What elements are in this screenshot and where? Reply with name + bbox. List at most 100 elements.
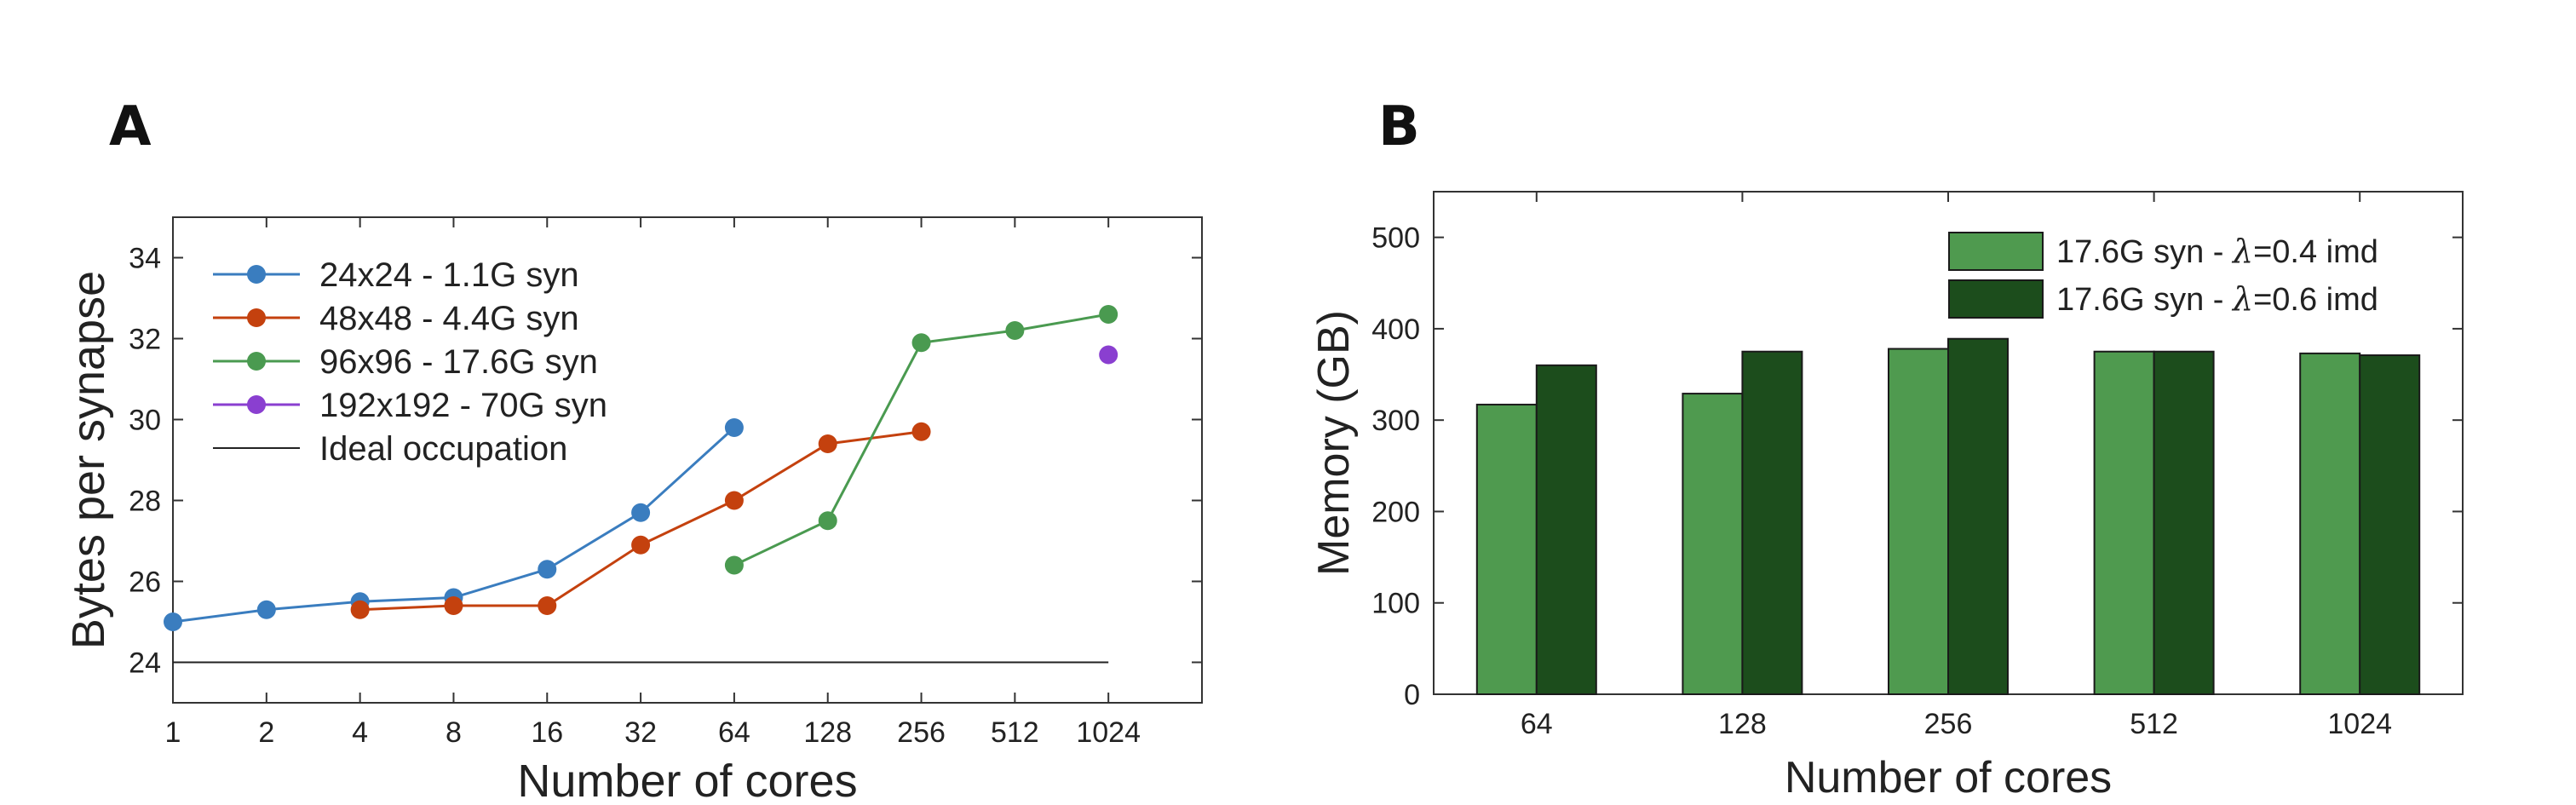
legend-swatch-marker (247, 308, 266, 327)
y-tick-label: 500 (1371, 222, 1420, 255)
bar-128-series-2 (1741, 350, 1803, 695)
x-tick-label: 256 (1924, 708, 1973, 740)
x-tick-label: 1 (165, 716, 181, 749)
y-tick-label: 26 (129, 566, 161, 599)
panel-b-bars (1475, 337, 2421, 695)
panel-b-label: B (1378, 95, 1420, 158)
panel-a-x-axis-label: Number of cores (517, 756, 857, 805)
bar-512-series-1 (2093, 350, 2155, 695)
x-tick-label: 256 (897, 716, 946, 749)
panel-b-y-axis-label: Memory (GB) (1309, 310, 1359, 576)
legend-item: 24x24 - 1.1G syn (213, 256, 579, 294)
legend-label-lambda: λ (2231, 280, 2253, 318)
series-48x48 (350, 422, 931, 619)
legend-label: 17.6G syn - λ=0.4 imd (2056, 233, 2378, 270)
data-point (538, 596, 557, 615)
bar-512-series-2 (2153, 350, 2215, 695)
x-tick-label: 64 (1521, 708, 1553, 740)
panel-a-plot-frame (172, 216, 1203, 704)
x-tick-label: 32 (624, 716, 657, 749)
x-tick-label: 4 (352, 716, 368, 749)
legend-swatch-marker (247, 352, 266, 371)
y-tick-label: 100 (1371, 588, 1420, 620)
data-point (818, 434, 837, 453)
legend-label: 48x48 - 4.4G syn (319, 300, 579, 337)
data-point (724, 491, 744, 510)
legend-swatch (1948, 279, 2044, 319)
panel-a-y-axis-label: Bytes per synapse (63, 271, 114, 649)
data-point (1005, 321, 1025, 340)
data-point (724, 418, 744, 437)
legend-item: Ideal occupation (213, 430, 567, 468)
x-tick-label: 512 (991, 716, 1039, 749)
bar-1024-series-1 (2299, 352, 2361, 695)
data-point (1099, 305, 1118, 324)
data-point (911, 422, 931, 441)
panel-a-ticks (172, 217, 1202, 703)
y-tick-label: 200 (1371, 496, 1420, 528)
legend-item: 17.6G syn - λ=0.6 imd (1948, 279, 2378, 319)
legend-label: 17.6G syn - λ=0.6 imd (2056, 280, 2378, 318)
data-point (1099, 345, 1118, 365)
data-point (818, 511, 837, 531)
x-tick-label: 128 (803, 716, 852, 749)
legend-item: 48x48 - 4.4G syn (213, 300, 579, 337)
bar-64-series-2 (1535, 364, 1597, 695)
legend-item: 96x96 - 17.6G syn (213, 343, 598, 381)
x-tick-label: 2 (258, 716, 274, 749)
x-tick-label: 64 (718, 716, 750, 749)
y-tick-label: 24 (129, 647, 161, 680)
data-point (444, 596, 463, 615)
legend-label-prefix: 17.6G syn - (2056, 282, 2233, 318)
y-tick-label: 32 (129, 324, 161, 356)
legend-label-prefix: 17.6G syn - (2056, 234, 2233, 270)
panel-b-x-axis-label: Number of cores (1785, 753, 2112, 802)
legend-label: 96x96 - 17.6G syn (319, 343, 598, 381)
x-tick-label: 128 (1718, 708, 1767, 740)
data-point (631, 503, 651, 522)
panel-a-series (164, 305, 1118, 631)
series-192x192 (1099, 345, 1118, 365)
bar-64-series-1 (1475, 403, 1538, 695)
legend-label-lambda: λ (2231, 233, 2253, 270)
x-tick-label: 1024 (1076, 716, 1141, 749)
legend-label: Ideal occupation (319, 430, 567, 468)
y-tick-label: 300 (1371, 405, 1420, 437)
legend-label: 192x192 - 70G syn (319, 387, 607, 424)
y-tick-label: 0 (1404, 679, 1420, 711)
legend-swatch-marker (247, 395, 266, 414)
legend-item: 192x192 - 70G syn (213, 387, 607, 424)
y-tick-label: 34 (129, 243, 161, 275)
legend-label-suffix: =0.4 imd (2253, 234, 2378, 270)
legend-label: 24x24 - 1.1G syn (319, 256, 579, 294)
panel-a-legend: 24x24 - 1.1G syn 48x48 - 4.4G syn 96x96 - … (213, 256, 607, 468)
data-point (911, 333, 931, 353)
y-tick-label: 400 (1371, 313, 1420, 346)
x-tick-label: 8 (446, 716, 462, 749)
x-tick-label: 1024 (2327, 708, 2392, 740)
x-tick-label: 512 (2130, 708, 2178, 740)
panel-b-chart: B 0 100 200 300 400 500 64 128 256 512 1024 17.6G … (1309, 95, 2464, 802)
legend-label-suffix: =0.6 imd (2253, 282, 2378, 318)
panel-a-label: A (109, 95, 152, 158)
panel-b-tick-labels: 0 100 200 300 400 500 64 128 256 512 1024 (1371, 222, 2392, 740)
y-tick-label: 30 (129, 405, 161, 437)
data-point (256, 600, 276, 619)
bar-256-series-2 (1947, 337, 2009, 695)
legend-swatch-marker (247, 265, 266, 284)
bar-256-series-1 (1888, 348, 1949, 695)
data-point (538, 560, 557, 579)
legend-swatch (1948, 232, 2044, 271)
bar-1024-series-2 (2359, 354, 2421, 695)
x-tick-label: 16 (531, 716, 563, 749)
data-point (631, 535, 651, 555)
data-point (724, 555, 744, 575)
data-point (164, 612, 182, 631)
bar-128-series-1 (1682, 393, 1744, 695)
data-point (350, 600, 370, 619)
y-tick-label: 28 (129, 486, 161, 518)
